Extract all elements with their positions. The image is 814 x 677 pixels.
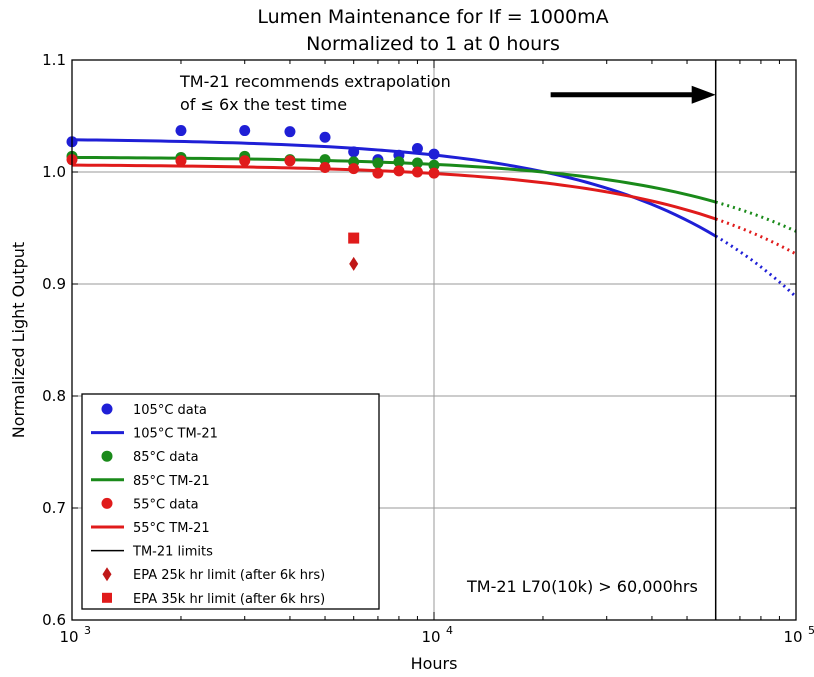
- data-point: [319, 162, 331, 174]
- data-point: [393, 165, 405, 177]
- y-tick-label: 1.0: [42, 163, 66, 181]
- y-tick-label: 0.9: [42, 275, 66, 293]
- legend-swatch-circle: [101, 403, 113, 415]
- data-point: [284, 126, 296, 138]
- legend-label: 55°C TM-21: [133, 521, 210, 536]
- data-point: [319, 131, 331, 143]
- arrow-head: [691, 85, 716, 104]
- legend-swatch-diamond: [102, 567, 112, 582]
- legend-swatch-square: [102, 592, 112, 603]
- legend-swatch-circle: [101, 497, 113, 509]
- legend-box: [81, 393, 380, 610]
- legend: 105°C data 105°C TM-21 85°C data 85°C TM-21…: [81, 393, 380, 610]
- legend-label: 105°C data: [133, 403, 207, 418]
- data-point: [239, 155, 251, 167]
- fit-curve-extrapolated: [715, 217, 797, 256]
- data-point: [348, 163, 360, 175]
- x-tick-label-exponent: 4: [446, 624, 453, 637]
- extrapolation-note-line2: of ≤ 6x the test time: [180, 95, 347, 114]
- data-point: [411, 166, 423, 178]
- data-point: [348, 146, 360, 158]
- data-point: [372, 167, 384, 179]
- x-tick-label-base: 10: [783, 628, 802, 646]
- y-tick-label: 0.6: [42, 611, 66, 629]
- legend-label: EPA 25k hr limit (after 6k hrs): [133, 568, 325, 583]
- x-tick-label-base: 10: [421, 628, 440, 646]
- legend-label: TM-21 limits: [132, 545, 213, 560]
- l70-annotation: TM-21 L70(10k) > 60,000hrs: [466, 577, 698, 596]
- data-point: [175, 155, 187, 167]
- data-point: [284, 155, 296, 167]
- x-axis-label: Hours: [411, 654, 458, 673]
- y-axis-label: Normalized Light Output: [9, 242, 28, 438]
- y-tick-label: 1.1: [42, 51, 66, 69]
- legend-label: 55°C data: [133, 497, 199, 512]
- epa-limit-point: [349, 256, 359, 271]
- x-tick-label-exponent: 3: [84, 624, 91, 637]
- data-point: [393, 156, 405, 168]
- axis-ticks: [71, 59, 797, 621]
- data-point: [428, 159, 440, 171]
- data-point: [411, 142, 423, 154]
- y-tick-label: 0.8: [42, 387, 66, 405]
- legend-label: 85°C TM-21: [133, 474, 210, 489]
- fit-curve-solid: [71, 138, 717, 238]
- extrapolation-arrow: [550, 85, 716, 104]
- data-points: [66, 125, 440, 271]
- legend-label: 85°C data: [133, 450, 199, 465]
- data-point: [428, 167, 440, 179]
- data-point: [411, 157, 423, 169]
- extrapolation-note-line1: TM-21 recommends extrapolation: [179, 72, 451, 91]
- fit-curve-extrapolated: [715, 200, 797, 233]
- legend-label: EPA 35k hr limit (after 6k hrs): [133, 592, 325, 607]
- data-point: [428, 148, 440, 160]
- x-tick-labels: 10 3 10 4 10 5: [59, 624, 814, 646]
- fit-curve-extrapolated: [714, 234, 798, 298]
- data-point: [319, 154, 331, 166]
- y-tick-label: 0.7: [42, 499, 66, 517]
- data-point: [372, 157, 384, 169]
- chart-subtitle: Normalized to 1 at 0 hours: [306, 33, 560, 55]
- data-point: [175, 125, 187, 137]
- epa-limit-point: [348, 232, 360, 244]
- legend-swatch-circle: [101, 450, 113, 462]
- legend-label: 105°C TM-21: [133, 427, 218, 442]
- chart-title: Lumen Maintenance for If = 1000mA: [257, 6, 608, 28]
- data-point: [239, 125, 251, 137]
- x-tick-label-base: 10: [59, 628, 78, 646]
- y-tick-labels: 0.6 0.7 0.8 0.9 1.0 1.1: [42, 51, 66, 629]
- x-tick-label-exponent: 5: [808, 624, 814, 637]
